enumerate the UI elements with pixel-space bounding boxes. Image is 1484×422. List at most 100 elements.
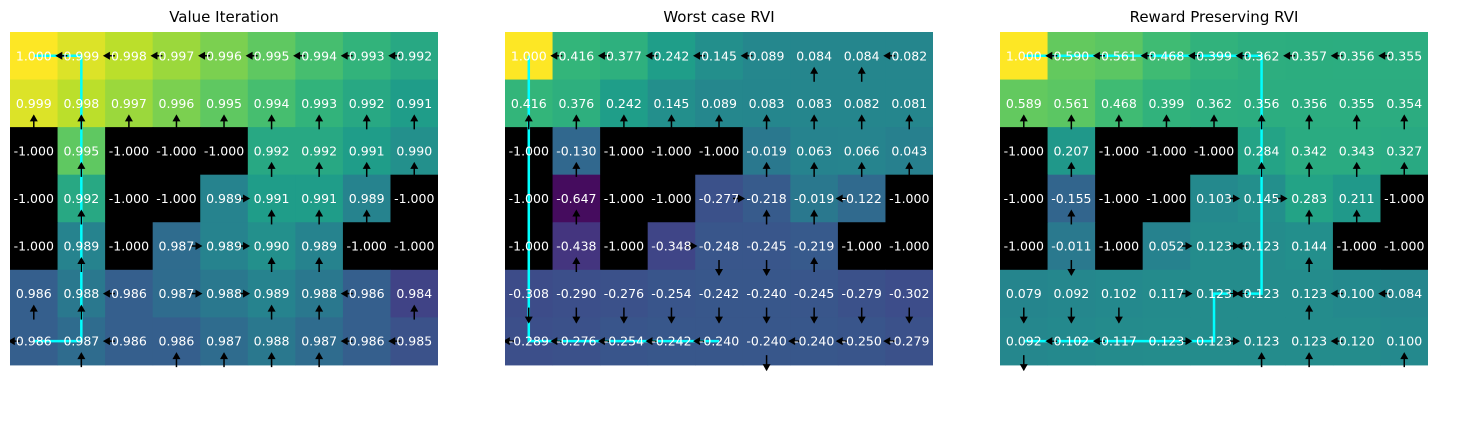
cell-value-label: -0.245: [746, 239, 786, 254]
policy-arrow-head: [124, 114, 133, 122]
cell-value-label: 0.987: [159, 286, 195, 301]
cell-value-label: 0.997: [111, 96, 147, 111]
policy-arrow-head: [1114, 316, 1123, 324]
policy-arrow-head: [1067, 209, 1076, 217]
cell-value-label: 0.084: [844, 48, 880, 63]
cell-value-label: 0.144: [1291, 239, 1327, 254]
chart-title-value-iteration: Value Iteration: [169, 8, 279, 26]
cell-value-label: 0.377: [606, 48, 642, 63]
cell-value-label: 0.284: [1244, 143, 1280, 158]
cell-value-label: 0.211: [1339, 191, 1375, 206]
cell-value-label: 0.052: [1149, 239, 1185, 254]
policy-arrow-head: [77, 114, 86, 122]
policy-arrow-head: [102, 51, 110, 60]
cell-value-label: -0.254: [604, 334, 644, 349]
cell-value-label: 0.327: [1386, 143, 1422, 158]
policy-arrow-head: [762, 114, 771, 122]
cell-value-label: 0.362: [1244, 48, 1280, 63]
cell-value-label: 0.985: [396, 334, 432, 349]
cell-value-label: 0.989: [63, 239, 99, 254]
heatmap-cell: [200, 127, 249, 176]
policy-arrow-head: [1330, 289, 1338, 298]
cell-value-label: 0.468: [1149, 48, 1185, 63]
policy-arrow-head: [1305, 257, 1314, 265]
policy-arrow-head: [267, 352, 276, 360]
cell-value-label: -1.000: [14, 239, 54, 254]
policy-arrow-head: [1067, 161, 1076, 169]
cell-value-label: -0.019: [746, 143, 786, 158]
policy-arrow-head: [77, 209, 86, 217]
heatmap-cell: [1095, 127, 1144, 176]
policy-arrow-head: [883, 51, 891, 60]
cell-value-label: -0.290: [556, 286, 596, 301]
cell-value-label: 0.986: [16, 334, 52, 349]
cell-value-label: 0.355: [1386, 48, 1422, 63]
cell-value-label: -1.000: [651, 143, 691, 158]
policy-arrow-head: [1019, 364, 1028, 372]
policy-arrow-head: [1352, 114, 1361, 122]
cell-value-label: -0.219: [794, 239, 834, 254]
heatmap-cell: [1142, 127, 1191, 176]
heatmap-cell: [837, 222, 886, 271]
cell-value-label: -1.000: [347, 239, 387, 254]
cell-value-label: -0.011: [1051, 239, 1091, 254]
policy-arrow-head: [1400, 352, 1409, 360]
cell-value-label: -1.000: [109, 239, 149, 254]
cell-value-label: 0.416: [558, 48, 594, 63]
policy-arrow-head: [762, 364, 771, 372]
cell-value-label: 0.083: [749, 96, 785, 111]
cell-value-label: 0.079: [1006, 286, 1042, 301]
cell-value-label: -0.438: [556, 239, 596, 254]
cell-value-label: -0.277: [699, 191, 739, 206]
cell-value-label: -0.218: [746, 191, 786, 206]
policy-arrow-head: [572, 114, 581, 122]
cell-value-label: 0.089: [749, 48, 785, 63]
cell-value-label: 0.996: [206, 48, 242, 63]
heatmap-cell: [152, 174, 201, 223]
heatmap-cell: [885, 174, 933, 223]
cell-value-label: -0.308: [509, 286, 549, 301]
cell-value-label: -1.000: [204, 143, 244, 158]
policy-arrow-head: [410, 161, 419, 169]
heatmap-cell: [600, 174, 649, 223]
policy-arrow-head: [738, 194, 746, 203]
cell-value-label: -1.000: [604, 239, 644, 254]
cell-value-label: 0.986: [111, 334, 147, 349]
cell-value-label: 0.987: [63, 334, 99, 349]
policy-arrow-head: [762, 269, 771, 277]
policy-arrow-head: [1352, 161, 1361, 169]
cell-value-label: 0.995: [206, 96, 242, 111]
policy-arrow-head: [1210, 114, 1219, 122]
policy-arrow-head: [1352, 209, 1361, 217]
cell-value-label: 0.468: [1101, 96, 1137, 111]
policy-arrow-head: [1045, 51, 1053, 60]
heatmap-cell: [1095, 174, 1144, 223]
cell-value-label: 1.000: [16, 48, 52, 63]
cell-value-label: 0.123: [1196, 286, 1232, 301]
cell-value-label: -1.000: [14, 143, 54, 158]
cell-value-label: 0.999: [63, 48, 99, 63]
policy-arrow-head: [388, 51, 396, 60]
policy-arrow-head: [102, 337, 110, 346]
cell-value-label: 0.993: [301, 96, 337, 111]
cell-value-label: 0.123: [1291, 286, 1327, 301]
policy-arrow-head: [835, 194, 843, 203]
cell-value-label: -1.000: [1004, 143, 1044, 158]
policy-arrow-head: [619, 316, 628, 324]
policy-arrow-head: [857, 114, 866, 122]
cell-value-label: 0.207: [1053, 143, 1089, 158]
cell-value-label: 0.356: [1291, 96, 1327, 111]
heatmap-cell: [10, 127, 59, 176]
cell-value-label: 0.991: [301, 191, 337, 206]
heatmap-cell: [390, 222, 438, 271]
cell-value-label: -1.000: [699, 143, 739, 158]
cell-value-label: 0.989: [301, 239, 337, 254]
cell-value-label: 0.342: [1291, 143, 1327, 158]
cell-value-label: 0.994: [254, 96, 290, 111]
cell-value-label: -1.000: [1337, 239, 1377, 254]
cell-value-label: -0.289: [509, 334, 549, 349]
policy-arrow-head: [267, 257, 276, 265]
cell-value-label: 0.120: [1339, 334, 1375, 349]
policy-arrow-head: [693, 51, 701, 60]
cell-value-label: 0.376: [558, 96, 594, 111]
